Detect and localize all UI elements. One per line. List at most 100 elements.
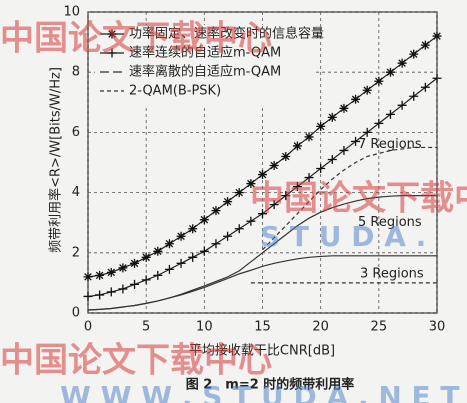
marker bbox=[130, 279, 140, 289]
marker bbox=[141, 252, 151, 262]
marker-shape bbox=[432, 73, 442, 83]
marker-shape bbox=[223, 231, 233, 241]
marker bbox=[211, 239, 221, 249]
marker-shape bbox=[223, 197, 233, 207]
watermark: S T U D A . bbox=[260, 220, 426, 253]
marker-shape bbox=[339, 145, 349, 155]
marker-shape bbox=[362, 85, 372, 95]
marker bbox=[199, 246, 209, 256]
marker-shape bbox=[327, 112, 337, 122]
marker-shape bbox=[420, 82, 430, 92]
marker bbox=[223, 231, 233, 241]
marker-shape bbox=[118, 284, 128, 294]
marker bbox=[385, 109, 395, 119]
marker-shape bbox=[211, 239, 221, 249]
marker-shape bbox=[374, 76, 384, 86]
marker bbox=[374, 118, 384, 128]
curve-label: 5 Regions bbox=[358, 215, 422, 230]
marker-shape bbox=[420, 40, 430, 50]
marker bbox=[118, 284, 128, 294]
marker bbox=[339, 103, 349, 113]
marker bbox=[95, 290, 105, 300]
marker-shape bbox=[258, 170, 267, 180]
x-tick-label: 25 bbox=[371, 320, 388, 335]
marker-shape bbox=[258, 209, 267, 219]
marker-shape bbox=[176, 231, 186, 241]
marker bbox=[316, 164, 326, 174]
marker bbox=[83, 291, 93, 301]
marker-shape bbox=[211, 206, 221, 216]
marker bbox=[153, 246, 163, 256]
marker-shape bbox=[362, 127, 372, 137]
marker bbox=[362, 85, 372, 95]
marker bbox=[316, 121, 326, 131]
marker bbox=[281, 191, 291, 201]
marker-shape bbox=[246, 179, 256, 189]
marker-shape bbox=[199, 215, 209, 225]
marker bbox=[327, 154, 337, 164]
caption: 图 2 m=2 时的频带利用率 bbox=[186, 377, 355, 393]
marker bbox=[234, 188, 244, 198]
marker bbox=[269, 200, 279, 210]
marker bbox=[281, 151, 291, 161]
marker-shape bbox=[246, 216, 256, 226]
marker bbox=[432, 31, 442, 41]
discrete-curve bbox=[87, 195, 437, 311]
marker bbox=[246, 179, 256, 189]
legend-label: 速率离散的自适应m-QAM bbox=[129, 64, 281, 80]
marker-shape bbox=[409, 49, 419, 59]
marker-shape bbox=[83, 272, 93, 282]
y-tick-label: 0 bbox=[72, 306, 80, 321]
marker bbox=[385, 67, 395, 77]
marker-shape bbox=[351, 94, 361, 104]
marker-shape bbox=[385, 67, 395, 77]
marker-shape bbox=[234, 188, 244, 198]
marker bbox=[292, 141, 302, 151]
watermark: 中国论文下载中心 bbox=[250, 179, 467, 219]
marker bbox=[362, 127, 372, 137]
marker bbox=[258, 170, 267, 180]
marker-shape bbox=[106, 267, 116, 277]
marker-shape bbox=[130, 258, 140, 268]
marker bbox=[420, 40, 430, 50]
marker-shape bbox=[351, 136, 361, 146]
marker bbox=[130, 258, 140, 268]
marker bbox=[397, 58, 407, 68]
curve-label: 7 Regions bbox=[358, 137, 422, 152]
marker-shape bbox=[281, 151, 291, 161]
marker bbox=[176, 231, 186, 241]
marker-shape bbox=[269, 200, 279, 210]
marker bbox=[409, 91, 419, 101]
marker bbox=[258, 209, 267, 219]
marker-shape bbox=[385, 109, 395, 119]
marker-shape bbox=[432, 31, 442, 41]
marker-shape bbox=[176, 258, 186, 268]
marker bbox=[211, 206, 221, 216]
marker bbox=[223, 197, 233, 207]
marker-shape bbox=[234, 224, 244, 234]
marker bbox=[83, 272, 93, 282]
marker-shape bbox=[327, 154, 337, 164]
x-axis-label: 平均接收载干比CNR[dB] bbox=[189, 343, 335, 359]
marker-shape bbox=[141, 252, 151, 262]
marker bbox=[351, 94, 361, 104]
marker bbox=[246, 216, 256, 226]
marker bbox=[188, 224, 198, 234]
marker bbox=[164, 264, 174, 274]
marker-shape bbox=[316, 164, 326, 174]
marker bbox=[374, 76, 384, 86]
x-tick-label: 5 bbox=[142, 320, 150, 335]
watermark: 中国论文下载中心 bbox=[0, 19, 272, 59]
marker bbox=[106, 267, 116, 277]
curve-label: 3 Regions bbox=[360, 266, 424, 281]
x-tick-label: 30 bbox=[429, 320, 446, 335]
marker-shape bbox=[292, 141, 302, 151]
marker-shape bbox=[316, 121, 326, 131]
watermark: W W W . S T U D A . N E T bbox=[60, 380, 459, 403]
marker-shape bbox=[107, 29, 117, 39]
y-tick-label: 10 bbox=[63, 5, 80, 20]
legend-box bbox=[95, 25, 313, 105]
marker-shape bbox=[281, 191, 291, 201]
marker bbox=[118, 263, 128, 273]
